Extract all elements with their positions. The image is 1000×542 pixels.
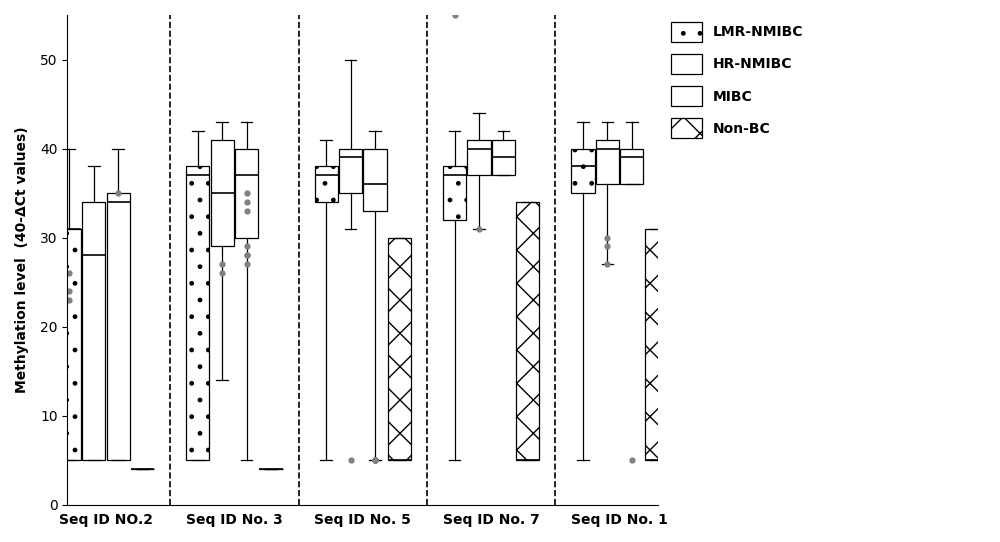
PathPatch shape bbox=[339, 149, 362, 193]
PathPatch shape bbox=[82, 202, 105, 460]
PathPatch shape bbox=[492, 140, 515, 175]
PathPatch shape bbox=[363, 149, 387, 211]
PathPatch shape bbox=[58, 229, 81, 460]
PathPatch shape bbox=[107, 193, 130, 460]
PathPatch shape bbox=[388, 237, 411, 460]
PathPatch shape bbox=[467, 140, 491, 175]
PathPatch shape bbox=[186, 166, 209, 460]
PathPatch shape bbox=[211, 140, 234, 247]
Legend: LMR-NMIBC, HR-NMIBC, MIBC, Non-BC: LMR-NMIBC, HR-NMIBC, MIBC, Non-BC bbox=[671, 22, 803, 138]
PathPatch shape bbox=[596, 140, 619, 184]
PathPatch shape bbox=[620, 149, 643, 184]
PathPatch shape bbox=[235, 149, 258, 237]
PathPatch shape bbox=[516, 202, 539, 460]
Y-axis label: Methylation level  (40-ΔCt values): Methylation level (40-ΔCt values) bbox=[15, 126, 29, 393]
PathPatch shape bbox=[571, 149, 595, 193]
PathPatch shape bbox=[315, 166, 338, 202]
PathPatch shape bbox=[443, 166, 466, 220]
PathPatch shape bbox=[645, 229, 668, 460]
